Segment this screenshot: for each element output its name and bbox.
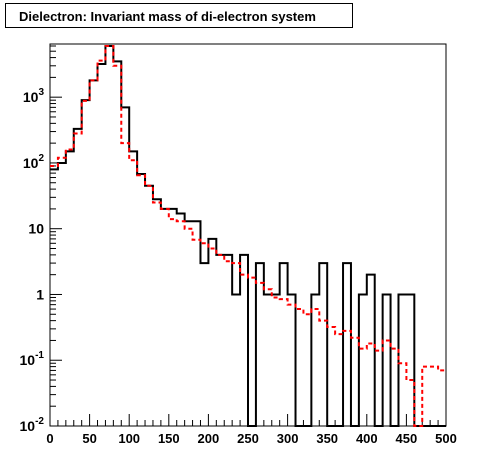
histogram-series-solid [50, 45, 446, 427]
y-axis-tick-label: 10-1 [20, 350, 45, 368]
y-axis-tick-label: 1 [36, 286, 44, 302]
chart-title: Dielectron: Invariant mass of di-electro… [19, 9, 316, 24]
x-axis-tick-label: 400 [356, 431, 378, 446]
x-axis-tick-labels: 0 50 100 150 200 250 300 350 400 450 500 [46, 431, 456, 446]
y-axis-tick-label: 10 [28, 221, 44, 237]
x-axis-tick-label: 0 [46, 431, 53, 446]
histogram-series-dashed [50, 45, 446, 427]
y-tick-base: 10 [20, 418, 36, 434]
y-tick-base: 1 [36, 286, 44, 302]
y-tick-base: 10 [23, 155, 39, 171]
chart-title-box: Dielectron: Invariant mass of di-electro… [5, 3, 353, 28]
x-axis-tick-label: 250 [237, 431, 259, 446]
y-axis-tick-label: 10-2 [20, 416, 45, 434]
y-tick-base: 10 [28, 221, 44, 237]
y-tick-exponent: 2 [38, 153, 44, 164]
y-tick-base: 10 [23, 89, 39, 105]
y-tick-exponent: -2 [35, 416, 44, 427]
y-tick-exponent: -1 [35, 350, 44, 361]
y-tick-exponent: 3 [38, 87, 44, 98]
x-axis-tick-label: 500 [435, 431, 457, 446]
x-axis-tick-label: 450 [396, 431, 418, 446]
x-axis-tick-label: 50 [82, 431, 96, 446]
x-axis-tick-label: 200 [198, 431, 220, 446]
x-axis-tick-label: 350 [316, 431, 338, 446]
x-axis-tick-label: 150 [158, 431, 180, 446]
y-axis-tick-label: 102 [23, 153, 45, 171]
series-layer [50, 45, 446, 427]
x-axis-tick-label: 100 [118, 431, 140, 446]
y-tick-base: 10 [20, 352, 36, 368]
y-axis-tick-label: 103 [23, 87, 45, 105]
x-axis-tick-label: 300 [277, 431, 299, 446]
